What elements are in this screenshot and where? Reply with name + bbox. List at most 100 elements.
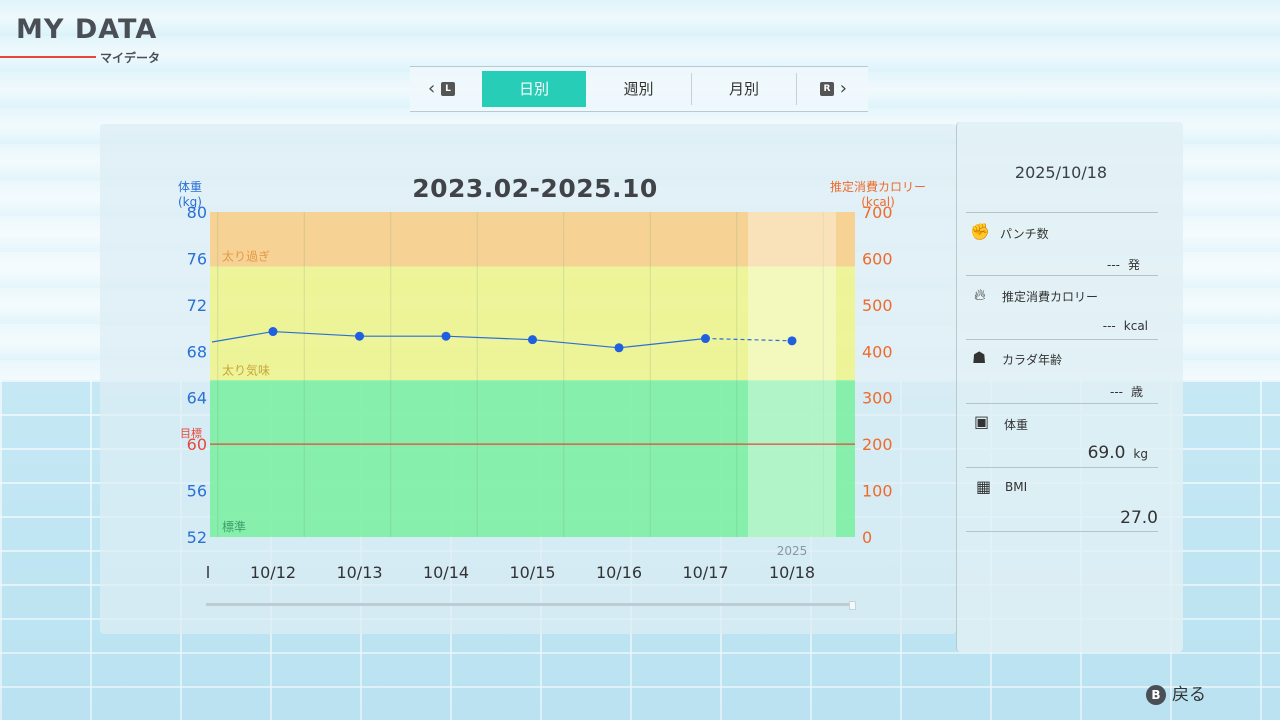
x-tick-label: 10/17	[682, 563, 728, 582]
data-point	[441, 331, 451, 341]
chevron-left-icon: ‹	[428, 78, 436, 99]
series-line-segment	[272, 330, 360, 337]
right-tick-label: 100	[862, 482, 893, 501]
stat-label-bmi: BMI	[1005, 480, 1028, 494]
left-tick-label: 56	[187, 482, 207, 501]
right-tick-label: 400	[862, 342, 893, 361]
chevron-right-icon: ›	[839, 78, 847, 99]
data-point	[528, 335, 537, 345]
stat-value-body-age: --- 歳	[1000, 383, 1143, 400]
calculator-icon: ▦	[976, 477, 992, 496]
zone-label: 太り過ぎ	[222, 249, 270, 264]
stat-label-calories: 推定消費カロリー	[1002, 290, 1099, 304]
chart-title: 2023.02-2025.10	[412, 174, 658, 203]
left-tick-label: 68	[187, 342, 207, 361]
zone-label: 太り気味	[222, 362, 270, 377]
selected-date: 2025/10/18	[1014, 163, 1108, 182]
punches-value: ---	[1106, 258, 1120, 272]
tab-daily[interactable]: 日別	[482, 71, 586, 107]
day-detail-panel	[956, 122, 1183, 652]
divider	[966, 403, 1158, 404]
x-tick-label: 10/15	[509, 563, 555, 582]
right-tick-label: 700	[862, 203, 893, 222]
right-axis-title: 推定消費カロリー (kcal)	[822, 180, 934, 210]
divider	[966, 275, 1158, 276]
divider	[966, 467, 1158, 468]
next-tab-button[interactable]: R ›	[820, 71, 847, 107]
body-age-unit: 歳	[1130, 385, 1143, 399]
series-line-segment	[445, 335, 533, 341]
stat-label-punches: パンチ数	[1000, 227, 1049, 241]
body-age-value: ---	[1109, 385, 1123, 399]
divider	[966, 212, 1158, 213]
x-tick-label: 10/18	[769, 563, 815, 582]
title-underline	[0, 56, 96, 58]
stat-label-weight: 体重	[1004, 418, 1029, 432]
left-axis-title: 体重 (kg)	[178, 180, 202, 210]
calories-value: ---	[1102, 319, 1116, 333]
selected-day-highlight	[748, 212, 836, 537]
series-line-segment	[211, 330, 274, 343]
tab-divider	[796, 73, 797, 105]
title-subtitle: マイデータ	[100, 51, 161, 65]
l-key-icon: L	[440, 82, 455, 96]
period-tabbar: ‹ L 日別 週別 月別 R ›	[410, 66, 868, 112]
data-point	[701, 334, 710, 344]
left-tick-label: 64	[187, 389, 207, 408]
x-tick-label: 10/16	[596, 563, 642, 582]
back-button[interactable]: B 戻る	[1146, 683, 1206, 707]
zone-label: 標準	[222, 519, 246, 534]
series-line-segment	[532, 339, 620, 349]
stat-label-body-age: カラダ年齢	[1002, 353, 1063, 367]
right-axis-label: 推定消費カロリー	[829, 180, 926, 194]
left-tick-label: 80	[187, 203, 207, 222]
r-key-icon: R	[820, 82, 834, 96]
right-axis-unit: (kcal)	[861, 195, 895, 209]
x-tick-label: 10/12	[250, 563, 296, 582]
data-point	[614, 343, 624, 353]
stat-value-calories: --- kcal	[1000, 319, 1148, 333]
x-tick-label: 10/13	[336, 563, 382, 582]
right-tick-label: 500	[862, 296, 893, 315]
tab-monthly[interactable]: 月別	[728, 80, 759, 98]
left-tick-label: 60	[187, 435, 207, 454]
left-tick-label: 72	[187, 296, 207, 315]
right-tick-label: 0	[862, 528, 872, 547]
scale-icon: ▣	[974, 412, 990, 431]
tab-weekly[interactable]: 週別	[623, 80, 654, 98]
left-axis-label: 体重	[178, 180, 203, 194]
page-title: MY DATA マイデータ	[0, 10, 200, 65]
scrollbar-thumb[interactable]	[849, 601, 856, 610]
zone-band	[210, 380, 855, 537]
weight-value: 69.0	[1087, 443, 1126, 463]
left-axis-unit: (kg)	[178, 195, 202, 209]
chart-scrollbar[interactable]	[206, 601, 856, 610]
divider	[966, 339, 1158, 340]
tab-divider	[691, 73, 692, 105]
data-point	[355, 331, 364, 341]
goal-label: 目標	[180, 427, 202, 440]
b-button-icon: B	[1146, 685, 1166, 705]
year-label: 2025	[777, 544, 808, 558]
divider	[966, 531, 1158, 532]
data-point	[268, 327, 278, 337]
bmi-value: 27.0	[1120, 508, 1158, 528]
x-tick-label: 10/14	[423, 563, 469, 582]
muscle-icon: ☗	[972, 348, 987, 367]
right-tick-label: 300	[862, 389, 893, 408]
punch-icon: ✊	[970, 222, 990, 241]
zone-band	[210, 266, 855, 381]
zone-band	[210, 212, 855, 267]
prev-tab-button[interactable]: ‹ L	[428, 71, 455, 107]
flame-icon: 🔥︎	[974, 285, 986, 304]
data-point	[787, 336, 797, 346]
back-label: 戻る	[1172, 685, 1206, 705]
title-main: MY DATA	[16, 14, 158, 45]
series-line-segment	[705, 337, 793, 342]
series-line-segment	[618, 337, 706, 349]
stat-value-bmi: 27.0	[1000, 508, 1158, 528]
right-tick-label: 200	[862, 435, 893, 454]
weight-unit: kg	[1133, 447, 1148, 461]
left-tick-label: 52	[187, 528, 207, 547]
